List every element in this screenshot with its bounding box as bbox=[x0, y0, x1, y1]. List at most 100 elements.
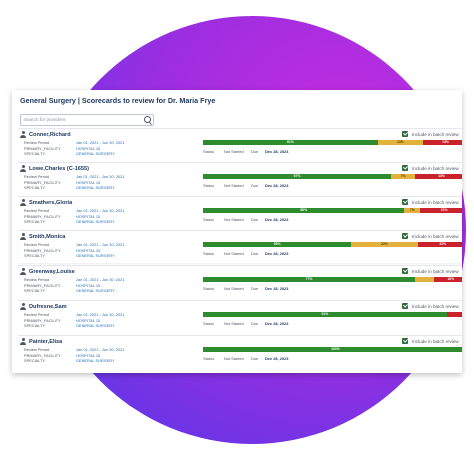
include-checkbox[interactable] bbox=[402, 131, 408, 137]
bar-segment-yellow: 22% bbox=[351, 242, 418, 247]
primary-facility-value: HOSPITAL 15 bbox=[76, 179, 101, 185]
review-period-value: Jan 01, 2021 - Jun 30, 2021 bbox=[76, 208, 125, 213]
provider-name[interactable]: Greenway,Louise bbox=[29, 269, 75, 275]
review-period-label: Review Period bbox=[24, 312, 50, 317]
provider-name[interactable]: Lowe,Charles (C-1655) bbox=[29, 166, 89, 172]
segment-label: 67% bbox=[293, 174, 301, 178]
person-icon bbox=[20, 233, 26, 240]
bar-segment-green: 55% bbox=[203, 242, 352, 247]
page-title: General Surgery | Scorecards to review f… bbox=[20, 96, 216, 105]
due-label: Due bbox=[251, 321, 259, 326]
provider-card[interactable]: Smith,Monica Review Period Jan 01, 2021 - … bbox=[18, 230, 462, 263]
include-label: Include in batch review bbox=[412, 338, 459, 344]
review-period-value: Jan 01, 2021 - Jun 30, 2021 bbox=[76, 174, 125, 179]
review-period-value: Jan 01, 2021 - Jun 30, 2021 bbox=[76, 242, 125, 247]
specialty-value: GENERAL SURGERY bbox=[76, 219, 115, 224]
score-bar: 61% 13% 13% bbox=[203, 140, 462, 145]
provider-name[interactable]: Dufresne,Sam bbox=[29, 304, 67, 310]
person-icon bbox=[20, 338, 26, 345]
due-date: Dec 28, 2023 bbox=[265, 286, 289, 291]
provider-card[interactable]: Painter,Elisa Review Period Jan 01, 2021 -… bbox=[18, 335, 462, 368]
due-date: Dec 28, 2023 bbox=[265, 321, 289, 326]
provider-name[interactable]: Painter,Elisa bbox=[29, 339, 63, 345]
due-date: Dec 28, 2023 bbox=[265, 356, 289, 361]
status-label: Status bbox=[203, 286, 215, 291]
primary-facility-label: PRIMARY_FACILITY bbox=[24, 317, 61, 323]
specialty-label: SPECIALTY bbox=[24, 323, 46, 328]
primary-facility-value: HOSPITAL 15 bbox=[76, 247, 101, 253]
status-label: Status bbox=[203, 149, 215, 154]
provider-card[interactable]: Smathers,Gloria Review Period Jan 01, 2021… bbox=[18, 196, 462, 229]
status-value: Not Started bbox=[224, 251, 244, 256]
primary-facility-value: HOSPITAL 15 bbox=[76, 317, 101, 323]
specialty-label: SPECIALTY bbox=[24, 358, 46, 363]
status-label: Status bbox=[203, 217, 215, 222]
segment-label: 13% bbox=[442, 140, 449, 144]
status-value: Not Started bbox=[224, 286, 244, 291]
bar-segment-green: 91% bbox=[203, 312, 447, 317]
due-label: Due bbox=[251, 217, 259, 222]
bar-segment-green: 77% bbox=[203, 277, 415, 282]
include-checkbox[interactable] bbox=[402, 268, 408, 274]
provider-card[interactable]: Conner,Richard Review Period Jan 01, 2021 … bbox=[18, 128, 462, 161]
scorecards-panel: General Surgery | Scorecards to review f… bbox=[12, 90, 462, 373]
due-date: Dec 28, 2023 bbox=[265, 183, 289, 188]
include-label: Include in batch review bbox=[412, 233, 459, 239]
search-icon[interactable] bbox=[144, 116, 151, 123]
segment-label: 100% bbox=[331, 347, 340, 351]
search-input[interactable]: Search for providers bbox=[20, 114, 154, 126]
include-checkbox[interactable] bbox=[402, 303, 408, 309]
segment-label: 55% bbox=[273, 242, 281, 246]
due-label: Due bbox=[251, 251, 259, 256]
bar-segment-yellow: 7% bbox=[391, 174, 415, 179]
review-period-value: Jan 01, 2021 - Jun 30, 2021 bbox=[76, 347, 125, 352]
review-period-label: Review Period bbox=[24, 174, 50, 179]
person-icon bbox=[20, 131, 26, 138]
provider-card[interactable]: Greenway,Louise Review Period Jan 01, 2021… bbox=[18, 265, 462, 298]
primary-facility-label: PRIMARY_FACILITY bbox=[24, 145, 61, 151]
include-checkbox[interactable] bbox=[402, 233, 408, 239]
include-label: Include in batch review bbox=[412, 131, 459, 137]
due-date: Dec 28, 2023 bbox=[265, 149, 289, 154]
specialty-value: GENERAL SURGERY bbox=[76, 288, 115, 293]
status-value: Not Started bbox=[224, 356, 244, 361]
provider-name[interactable]: Smith,Monica bbox=[29, 234, 66, 240]
bar-segment-red: 21% bbox=[420, 208, 462, 213]
include-checkbox[interactable] bbox=[402, 199, 408, 205]
primary-facility-value: HOSPITAL 15 bbox=[76, 213, 101, 219]
score-bar: 67% 7% 13% bbox=[203, 174, 462, 179]
bar-segment-red: 13% bbox=[414, 174, 462, 179]
bar-segment-yellow: 13% bbox=[377, 140, 423, 145]
bar-segment-yellow: 7% bbox=[404, 208, 421, 213]
due-date: Dec 28, 2023 bbox=[265, 251, 289, 256]
due-label: Due bbox=[251, 356, 259, 361]
specialty-label: SPECIALTY bbox=[24, 151, 46, 156]
specialty-value: GENERAL SURGERY bbox=[76, 323, 115, 328]
segment-label: 13% bbox=[438, 174, 445, 178]
bar-segment-red: 13% bbox=[422, 140, 462, 145]
score-bar: 100% bbox=[203, 347, 462, 352]
provider-card[interactable]: Dufresne,Sam Review Period Jan 01, 2021 - … bbox=[18, 300, 462, 333]
bar-segment-green: 68% bbox=[203, 208, 405, 213]
score-bar: 68% 7% 21% bbox=[203, 208, 462, 213]
status-label: Status bbox=[203, 356, 215, 361]
segment-label: 61% bbox=[287, 140, 294, 144]
segment-label: 7% bbox=[409, 208, 415, 212]
review-period-label: Review Period bbox=[24, 140, 50, 145]
specialty-label: SPECIALTY bbox=[24, 219, 46, 224]
review-period-label: Review Period bbox=[24, 208, 50, 213]
specialty-label: SPECIALTY bbox=[24, 288, 46, 293]
provider-card[interactable]: Lowe,Charles (C-1655) Review Period Jan 01… bbox=[18, 162, 462, 195]
due-label: Due bbox=[251, 183, 259, 188]
provider-name[interactable]: Smathers,Gloria bbox=[29, 200, 73, 206]
bar-segment-green: 100% bbox=[203, 347, 462, 352]
provider-name[interactable]: Conner,Richard bbox=[29, 132, 71, 138]
person-icon bbox=[20, 303, 26, 310]
include-checkbox[interactable] bbox=[402, 165, 408, 171]
status-value: Not Started bbox=[224, 217, 244, 222]
include-checkbox[interactable] bbox=[402, 338, 408, 344]
review-period-label: Review Period bbox=[24, 277, 50, 282]
segment-label: 77% bbox=[305, 277, 313, 281]
include-label: Include in batch review bbox=[412, 268, 459, 274]
specialty-value: GENERAL SURGERY bbox=[76, 185, 115, 190]
